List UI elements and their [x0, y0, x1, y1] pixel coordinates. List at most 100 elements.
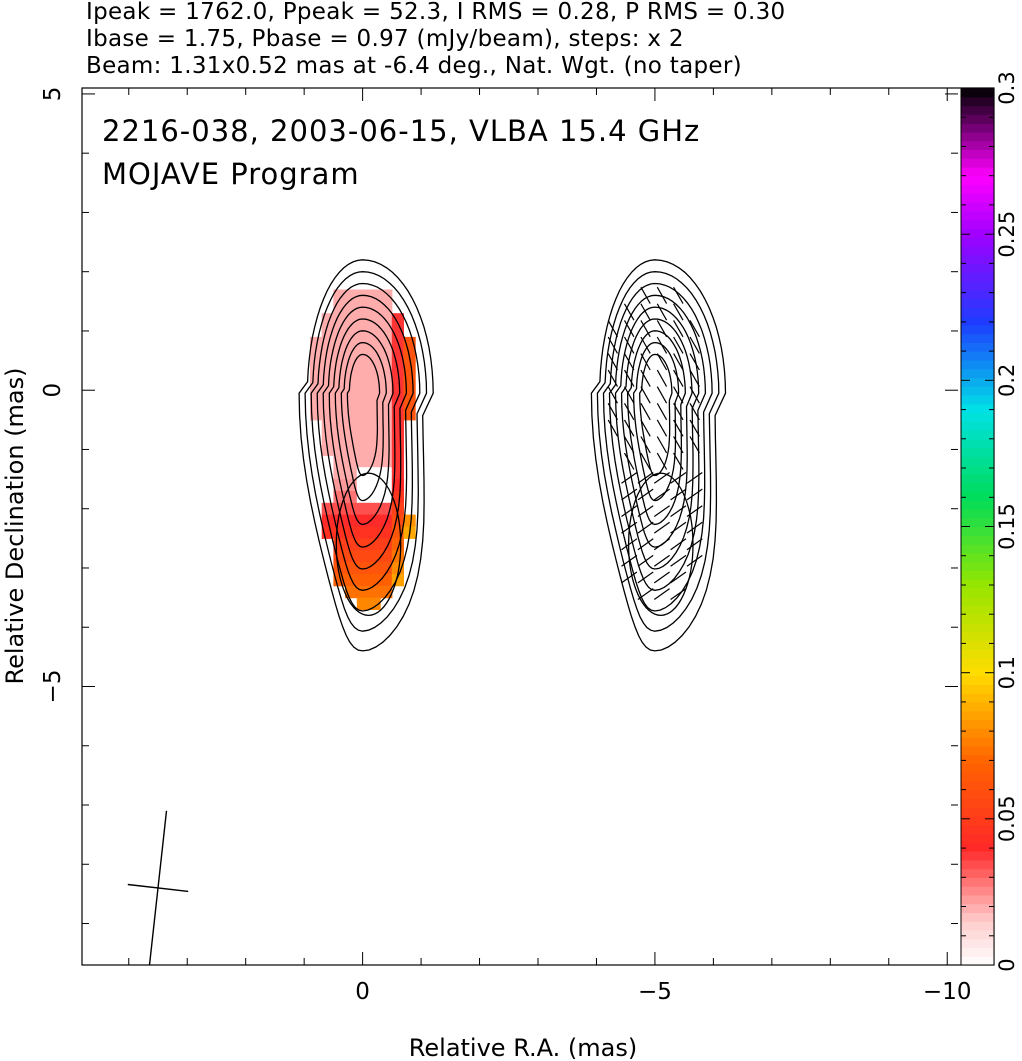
- contour-56: [328, 318, 401, 548]
- pol-pixel: [333, 384, 346, 397]
- colorbar-segment: [961, 614, 994, 624]
- colorbar-segment: [961, 587, 994, 598]
- colorbar-segment: [961, 359, 994, 370]
- colorbar-segment: [961, 500, 994, 510]
- pol-pixel: [356, 372, 369, 385]
- colorbar-segment: [961, 105, 994, 115]
- colorbar-segment: [961, 938, 994, 949]
- evpa-stick: [637, 538, 654, 551]
- evpa-stick: [653, 554, 670, 567]
- contour-28: [322, 306, 408, 570]
- pol-pixel: [356, 431, 369, 445]
- evpa-stick: [640, 419, 651, 437]
- colorbar-segment: [961, 649, 994, 659]
- pol-pixel: [345, 419, 358, 433]
- pol-pixel: [356, 502, 369, 516]
- pol-pixel: [356, 419, 369, 433]
- colorbar-segment: [961, 149, 994, 159]
- evpa-stick: [673, 336, 684, 354]
- evpa-stick: [623, 336, 635, 354]
- colorbar-segment: [961, 833, 994, 843]
- pol-pixel: [356, 384, 369, 397]
- colorbar-segment: [961, 280, 994, 291]
- contour-7: [602, 282, 713, 612]
- pol-pixel: [380, 585, 393, 599]
- colorbar-segment: [961, 526, 994, 536]
- colorbar-segment: [961, 710, 994, 721]
- pol-pixel: [380, 443, 393, 456]
- colorbar-segment: [961, 447, 994, 457]
- pol-pixel: [380, 550, 393, 563]
- evpa-stick: [656, 452, 668, 470]
- evpa-stick: [607, 336, 619, 354]
- pol-pixel: [368, 396, 381, 409]
- pol-pixel: [356, 396, 369, 409]
- pol-pixel: [380, 325, 393, 338]
- colorbar-segment: [961, 807, 994, 817]
- colorbar-segment: [961, 316, 994, 326]
- colorbar-segment: [961, 438, 994, 449]
- evpa-stick: [673, 286, 684, 304]
- pol-pixel: [345, 301, 358, 314]
- colorbar-segment: [961, 465, 994, 475]
- pol-pixel: [368, 443, 381, 456]
- colorbar-segment: [961, 377, 994, 387]
- colorbar-tick-label: 0.05: [995, 795, 1019, 842]
- pol-pixel: [368, 348, 381, 362]
- evpa-stick: [640, 386, 651, 404]
- pol-pixel: [368, 526, 381, 539]
- colorbar-segment: [961, 421, 994, 431]
- evpa-stick: [621, 521, 638, 534]
- evpa-stick: [637, 571, 654, 584]
- pol-pixel: [333, 396, 346, 409]
- colorbar-segment: [961, 815, 994, 826]
- evpa-stick: [623, 353, 635, 371]
- evpa-stick: [640, 320, 651, 338]
- pol-pixel: [368, 313, 381, 326]
- colorbar-segment: [961, 789, 994, 799]
- pol-pixel: [391, 419, 404, 433]
- contour-56: [620, 318, 693, 548]
- pol-pixel: [391, 443, 404, 456]
- pol-pixel: [310, 384, 323, 397]
- evpa-stick: [656, 403, 668, 421]
- x-tick-label: −10: [923, 979, 972, 1005]
- colorbar-segment: [961, 403, 994, 414]
- evpa-stick: [673, 419, 684, 437]
- colorbar-segment: [961, 772, 994, 782]
- evpa-stick: [673, 386, 684, 404]
- pol-pixel: [368, 419, 381, 433]
- evpa-stick: [686, 538, 703, 551]
- pol-pixel: [391, 360, 404, 373]
- colorbar-segment: [961, 140, 994, 150]
- header-line-2: Ibase = 1.75, Pbase = 0.97 (mJy/beam), s…: [86, 26, 684, 52]
- colorbar-segment: [961, 728, 994, 738]
- beam-minor-axis: [127, 883, 189, 893]
- pol-pixel: [356, 360, 369, 373]
- colorbar-segment: [961, 193, 994, 203]
- pol-pixel: [380, 467, 393, 480]
- evpa-stick: [637, 472, 654, 484]
- colorbar-segment: [961, 544, 994, 554]
- colorbar-segment: [961, 631, 994, 642]
- evpa-stick: [656, 386, 668, 404]
- contour-448: [639, 353, 673, 477]
- colorbar-segment: [961, 324, 994, 335]
- evpa-sticks: [607, 286, 703, 600]
- colorbar-segment: [961, 824, 994, 835]
- pol-pixel: [345, 313, 358, 326]
- evpa-stick: [623, 419, 635, 437]
- evpa-stick: [689, 419, 700, 437]
- evpa-stick: [637, 588, 654, 600]
- colorbar-tick-label: 0.25: [995, 211, 1019, 258]
- pol-pixel: [321, 431, 334, 445]
- evpa-stick: [656, 320, 668, 338]
- colorbar-segment: [961, 921, 994, 931]
- contour-3.5: [596, 271, 720, 632]
- colorbar-segment: [961, 737, 994, 747]
- colorbar-segment: [961, 912, 994, 922]
- x-tick-label: 0: [355, 979, 370, 1005]
- evpa-stick: [640, 436, 651, 454]
- evpa-stick: [653, 488, 670, 501]
